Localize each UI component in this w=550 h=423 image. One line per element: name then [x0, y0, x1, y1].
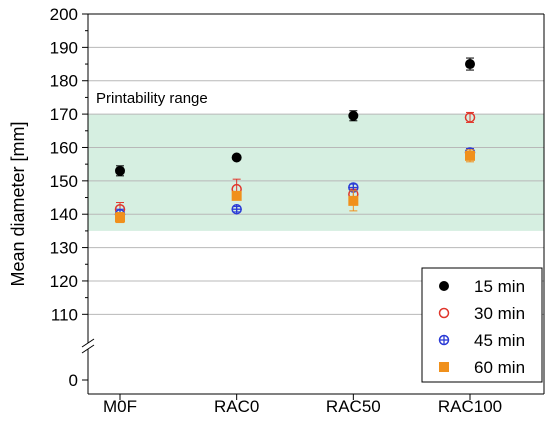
data-point-15-min [348, 110, 359, 121]
legend-marker [439, 362, 449, 372]
data-point-45-min [231, 203, 242, 215]
x-tick-label: RAC50 [326, 397, 381, 416]
y-tick-label: 120 [50, 272, 78, 291]
y-tick-label: 130 [50, 239, 78, 258]
legend-label: 15 min [474, 277, 525, 296]
x-tick-label: M0F [103, 397, 137, 416]
x-tick-label: RAC100 [438, 397, 502, 416]
legend-label: 45 min [474, 331, 525, 350]
legend-marker [439, 281, 449, 291]
y-tick-label: 170 [50, 105, 78, 124]
y-tick-label: 200 [50, 5, 78, 24]
legend-marker [438, 334, 450, 346]
y-axis-title: Mean diameter [mm] [8, 121, 28, 286]
x-tick-label: RAC0 [214, 397, 259, 416]
y-tick-label: 180 [50, 72, 78, 91]
y-tick-label: 140 [50, 205, 78, 224]
data-point-60-min [231, 190, 242, 201]
legend-marker [438, 307, 450, 319]
data-point-60-min [465, 150, 475, 161]
legend-label: 60 min [474, 358, 525, 377]
printability-band [88, 114, 544, 231]
legend-label: 30 min [474, 304, 525, 323]
data-point-60-min [348, 195, 359, 206]
data-point-15-min [231, 152, 242, 163]
data-point-30-min [464, 112, 476, 123]
y-tick-label: 190 [50, 38, 78, 57]
y-tick-label: 110 [51, 305, 78, 324]
axis-break-mark [81, 344, 95, 354]
y-tick-label: 160 [50, 138, 78, 157]
axis-break-mark [81, 338, 95, 348]
data-point-60-min [115, 212, 125, 223]
band-label: Printability range [96, 90, 208, 107]
data-point-15-min [115, 165, 125, 176]
y-tick-label: 0 [69, 371, 78, 390]
data-point-15-min [465, 59, 475, 70]
y-tick-label: 150 [50, 172, 78, 191]
